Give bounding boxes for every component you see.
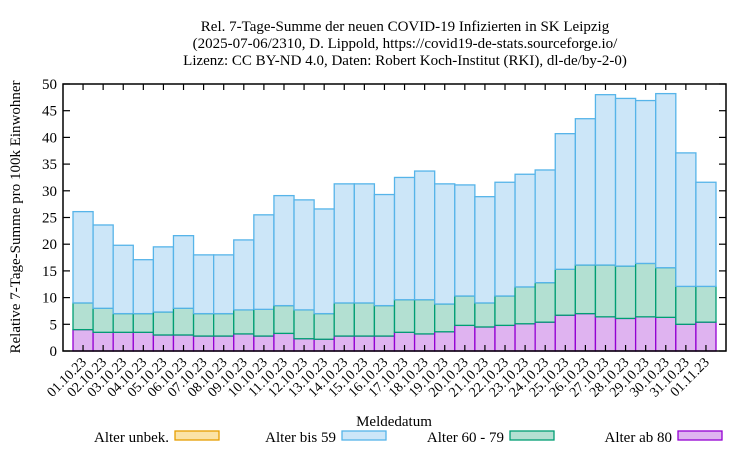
legend-label: Alter unbek. <box>94 430 169 446</box>
bar-alter-bis-59-04.10.23 <box>132 259 155 315</box>
y-tick-label: 15 <box>42 264 57 280</box>
axes-group: 0510152025303540455001.10.2302.10.2303.1… <box>42 77 727 400</box>
bar-alter-bis-59-11.10.23 <box>273 194 295 307</box>
bar-alter-bis-59-20.10.23 <box>454 184 476 297</box>
y-tick-label: 25 <box>42 211 57 227</box>
bar-alter-bis-59-10.10.23 <box>253 214 275 310</box>
title-line-2: (2025-07-06/2310, D. Lippold, https://co… <box>193 36 618 52</box>
y-axis-label: Relative 7-Tage-Summe pro 100k Einwohner <box>8 80 24 353</box>
y-tick-label: 20 <box>42 237 57 253</box>
y-tick-label: 40 <box>42 130 57 146</box>
legend: Alter unbek. Alter bis 59 Alter 60 - 79 Alt… <box>94 430 723 446</box>
bar-alter-bis-59-21.10.23 <box>474 196 496 304</box>
bar-alter-60-79-19.10.23 <box>434 303 456 333</box>
bar-alter-bis-59-19.10.23 <box>434 183 456 305</box>
y-tick-label: 30 <box>42 184 57 200</box>
bar-alter-60-79-22.10.23 <box>494 295 516 327</box>
bar-alter-bis-59-31.10.23 <box>675 152 697 288</box>
bar-alter-60-79-25.10.23 <box>554 268 576 316</box>
bar-alter-60-79-16.10.23 <box>373 304 396 337</box>
bar-alter-60-79-01.11.23 <box>695 285 717 323</box>
bar-alter-bis-59-27.10.23 <box>594 94 617 266</box>
title-line-3: Lizenz: CC BY-ND 4.0, Daten: Robert Koch… <box>183 53 627 69</box>
legend-label: Alter bis 59 <box>265 430 336 446</box>
legend-label: Alter ab 80 <box>605 430 672 446</box>
legend-swatch <box>174 430 220 441</box>
bar-alter-bis-59-07.10.23 <box>192 254 215 315</box>
bar-alter-60-79-26.10.23 <box>574 264 597 315</box>
bar-alter-bis-59-30.10.23 <box>655 92 677 269</box>
bar-alter-bis-59-06.10.23 <box>172 235 195 309</box>
bar-alter-60-79-23.10.23 <box>514 286 536 325</box>
bar-alter-60-79-09.10.23 <box>233 309 255 335</box>
legend-swatch <box>677 430 723 441</box>
bars-group <box>72 92 717 352</box>
y-tick-label: 50 <box>42 77 57 93</box>
bar-alter-60-79-28.10.23 <box>614 265 637 320</box>
bar-alter-bis-59-24.10.23 <box>534 169 556 284</box>
bar-alter-bis-59-23.10.23 <box>514 173 536 288</box>
bar-alter-60-79-31.10.23 <box>675 285 697 325</box>
bar-alter-bis-59-05.10.23 <box>152 246 175 313</box>
y-tick-label: 0 <box>50 344 58 360</box>
bar-alter-bis-59-03.10.23 <box>112 244 134 315</box>
bar-alter-bis-59-25.10.23 <box>554 133 576 270</box>
bar-alter-bis-59-15.10.23 <box>353 183 376 304</box>
bar-alter-60-79-18.10.23 <box>413 299 436 335</box>
legend-swatch <box>509 430 555 441</box>
chart-title: Rel. 7-Tage-Summe der neuen COVID-19 Inf… <box>183 19 627 69</box>
bar-alter-60-79-20.10.23 <box>454 295 476 327</box>
bar-alter-bis-59-01.10.23 <box>72 210 94 304</box>
x-axis-label: Meldedatum <box>356 414 432 430</box>
bar-alter-60-79-30.10.23 <box>655 267 677 319</box>
bar-alter-bis-59-22.10.23 <box>494 181 516 297</box>
y-tick-label: 35 <box>42 157 57 173</box>
bar-alter-60-79-01.10.23 <box>72 302 94 331</box>
bar-alter-bis-59-26.10.23 <box>574 118 597 266</box>
bar-alter-bis-59-14.10.23 <box>333 183 355 304</box>
bar-alter-60-79-29.10.23 <box>634 262 657 318</box>
bar-alter-60-79-13.10.23 <box>313 312 335 340</box>
bar-alter-60-79-12.10.23 <box>293 309 315 340</box>
bar-alter-60-79-04.10.23 <box>132 312 155 333</box>
bar-alter-60-79-14.10.23 <box>333 302 355 337</box>
bar-alter-bis-59-16.10.23 <box>373 193 396 307</box>
bar-alter-bis-59-08.10.23 <box>213 254 235 315</box>
bar-alter-60-79-03.10.23 <box>112 312 134 333</box>
y-tick-label: 10 <box>42 291 57 307</box>
bar-alter-60-79-08.10.23 <box>213 312 235 337</box>
bar-alter-60-79-17.10.23 <box>393 299 416 333</box>
legend-label: Alter 60 - 79 <box>427 430 504 446</box>
bar-alter-60-79-27.10.23 <box>594 264 617 318</box>
y-tick-label: 45 <box>42 104 57 120</box>
bar-alter-60-79-05.10.23 <box>152 311 175 336</box>
bar-alter-bis-59-01.11.23 <box>695 181 717 288</box>
y-tick-label: 5 <box>50 317 58 333</box>
bar-alter-60-79-02.10.23 <box>92 307 114 333</box>
bar-alter-bis-59-28.10.23 <box>614 97 637 267</box>
bar-alter-bis-59-29.10.23 <box>634 99 657 265</box>
bar-alter-60-79-10.10.23 <box>253 308 275 337</box>
bar-alter-60-79-24.10.23 <box>534 281 556 323</box>
bar-alter-bis-59-17.10.23 <box>393 176 416 301</box>
bar-alter-60-79-11.10.23 <box>273 304 295 335</box>
bar-alter-60-79-21.10.23 <box>474 302 496 328</box>
bar-alter-60-79-07.10.23 <box>192 312 215 337</box>
bar-alter-bis-59-13.10.23 <box>313 208 335 315</box>
bar-alter-bis-59-02.10.23 <box>92 224 114 309</box>
bar-alter-60-79-06.10.23 <box>172 307 195 336</box>
bar-alter-60-79-15.10.23 <box>353 302 376 337</box>
bar-alter-bis-59-09.10.23 <box>233 239 255 311</box>
title-line-1: Rel. 7-Tage-Summe der neuen COVID-19 Inf… <box>201 19 610 35</box>
bar-alter-bis-59-18.10.23 <box>413 170 436 301</box>
legend-swatch <box>341 430 387 441</box>
bar-alter-bis-59-12.10.23 <box>293 199 315 311</box>
